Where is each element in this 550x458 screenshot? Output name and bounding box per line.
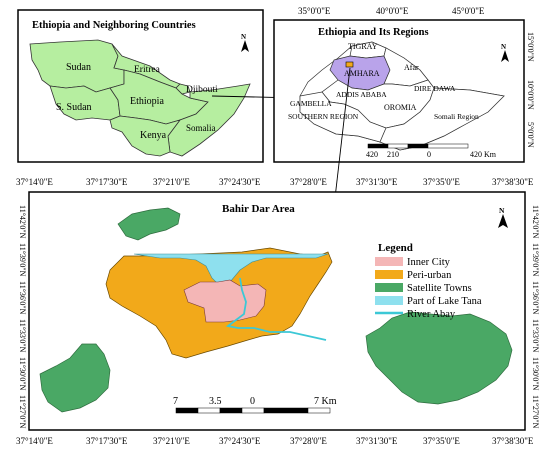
inset-regions-top-tick: 40°0'0"E: [376, 6, 409, 16]
main-left-tick: 11°30'0"N: [18, 357, 27, 391]
svg-text:N: N: [499, 206, 505, 215]
main-right-tick: 11°42'0"N: [531, 205, 540, 239]
label-s-sudan: S. Sudan: [56, 102, 92, 113]
label-addis-ababa: ADDIS ABABA: [336, 90, 387, 99]
inset-regions-right-tick: 15°0'0"N: [526, 32, 535, 62]
legend-swatch: [375, 270, 403, 279]
satellite-town-se: [365, 311, 513, 405]
legend-label: Satellite Towns: [407, 283, 472, 294]
main-top-tick: 37°21'0"E: [153, 177, 190, 187]
satellite-town-nw: [117, 207, 181, 241]
main-map: 37°14'0"E 37°17'30"E 37°21'0"E 37°24'30"…: [16, 177, 540, 446]
main-bottom-tick: 37°35'0"E: [423, 436, 460, 446]
svg-text:7: 7: [173, 396, 178, 407]
label-southern-region: SOUTHERN REGION: [288, 112, 359, 121]
label-gambella: GAMBELLA: [290, 99, 332, 108]
main-scale-bar: 7 3.5 0 7 Km: [173, 396, 337, 414]
main-map-title: Bahir Dar Area: [222, 203, 295, 215]
inset-regions-right-tick: 10°0'0"N: [526, 80, 535, 110]
svg-text:420: 420: [366, 150, 378, 159]
label-oromia: OROMIA: [384, 103, 417, 112]
main-right-tick: 11°27'0"N: [531, 395, 540, 429]
kenya-shape: [109, 115, 182, 157]
label-dire-dawa: DIRE DAWA: [414, 84, 456, 93]
inset-regions-right-tick: 5°0'0"N: [526, 122, 535, 148]
main-bottom-tick: 37°24'30"E: [219, 436, 261, 446]
main-top-tick: 37°31'30"E: [356, 177, 398, 187]
label-sudan: Sudan: [66, 62, 91, 73]
legend-item-river-abay: River Abay: [375, 309, 456, 320]
svg-text:3.5: 3.5: [209, 396, 222, 407]
main-left-tick: 11°33'0"N: [18, 319, 27, 353]
label-amhara: AMHARA: [344, 69, 380, 78]
svg-text:N: N: [241, 33, 246, 41]
main-top-tick: 37°17'30"E: [86, 177, 128, 187]
main-bottom-tick: 37°17'30"E: [86, 436, 128, 446]
legend-item-satellite-towns: Satellite Towns: [375, 283, 472, 294]
svg-text:7 Km: 7 Km: [314, 396, 337, 407]
main-top-tick: 37°28'0"E: [290, 177, 327, 187]
main-bottom-tick: 37°21'0"E: [153, 436, 190, 446]
map-legend: Legend Inner City Peri-urban Satellite T…: [375, 242, 482, 320]
legend-swatch: [375, 257, 403, 266]
main-left-tick: 11°39'0"N: [18, 243, 27, 277]
main-bottom-tick: 37°28'0"E: [290, 436, 327, 446]
north-arrow-icon: N: [498, 206, 508, 228]
main-top-tick: 37°35'0"E: [423, 177, 460, 187]
legend-label: Part of Lake Tana: [407, 296, 482, 307]
inner-city-area: [183, 279, 267, 323]
main-bottom-tick: 37°38'30"E: [492, 436, 534, 446]
label-afar: Afar: [404, 63, 419, 72]
label-somali-region: Somali Region: [434, 112, 479, 121]
label-kenya: Kenya: [140, 130, 167, 141]
label-tigray: TIGRAY: [348, 42, 378, 51]
satellite-town-sw: [39, 343, 111, 413]
main-top-tick: 37°38'30"E: [492, 177, 534, 187]
main-bottom-tick: 37°14'0"E: [16, 436, 53, 446]
inset-neighbors: Ethiopia and Neighboring Countries N Sud…: [17, 9, 264, 163]
legend-label: River Abay: [407, 309, 456, 320]
svg-text:210: 210: [387, 150, 399, 159]
main-top-tick: 37°14'0"E: [16, 177, 53, 187]
main-right-tick: 11°30'0"N: [531, 357, 540, 391]
legend-label: Peri-urban: [407, 270, 452, 281]
main-right-tick: 11°39'0"N: [531, 243, 540, 277]
label-somalia: Somalia: [186, 123, 216, 133]
legend-swatch: [375, 296, 403, 305]
inset-regions: 35°0'0"E 40°0'0"E 45°0'0"E Ethiopia and …: [273, 6, 535, 163]
label-ethiopia: Ethiopia: [130, 96, 164, 107]
north-arrow-icon: N: [501, 43, 509, 62]
main-right-tick: 11°36'0"N: [531, 281, 540, 315]
bahir-dar-marker: [345, 61, 354, 68]
legend-item-inner-city: Inner City: [375, 257, 451, 268]
main-bottom-tick: 37°31'30"E: [356, 436, 398, 446]
main-right-tick: 11°33'0"N: [531, 319, 540, 353]
north-arrow-icon: N: [241, 33, 249, 52]
inset-regions-title: Ethiopia and Its Regions: [318, 27, 429, 38]
legend-title: Legend: [378, 242, 413, 254]
svg-text:N: N: [501, 43, 506, 51]
legend-item-peri-urban: Peri-urban: [375, 270, 452, 281]
somalia-shape: [167, 83, 251, 157]
river-abay: [225, 277, 327, 341]
svg-text:0: 0: [427, 150, 431, 159]
legend-label: Inner City: [407, 257, 451, 268]
svg-text:0: 0: [250, 396, 255, 407]
label-djibouti: Djibouti: [186, 85, 218, 95]
main-left-tick: 11°36'0"N: [18, 281, 27, 315]
legend-swatch: [375, 283, 403, 292]
legend-item-lake-tana: Part of Lake Tana: [375, 296, 482, 307]
main-top-tick: 37°24'30"E: [219, 177, 261, 187]
main-left-tick: 11°42'0"N: [18, 205, 27, 239]
inset-regions-scale-bar: 420 210 0 420 Km: [366, 143, 497, 159]
inset-regions-top-tick: 45°0'0"E: [452, 6, 485, 16]
svg-text:420 Km: 420 Km: [470, 150, 497, 159]
main-left-tick: 11°27'0"N: [18, 395, 27, 429]
inset-regions-top-tick: 35°0'0"E: [298, 6, 331, 16]
inset-neighbors-title: Ethiopia and Neighboring Countries: [32, 20, 196, 31]
label-eritrea: Eritrea: [134, 65, 161, 75]
